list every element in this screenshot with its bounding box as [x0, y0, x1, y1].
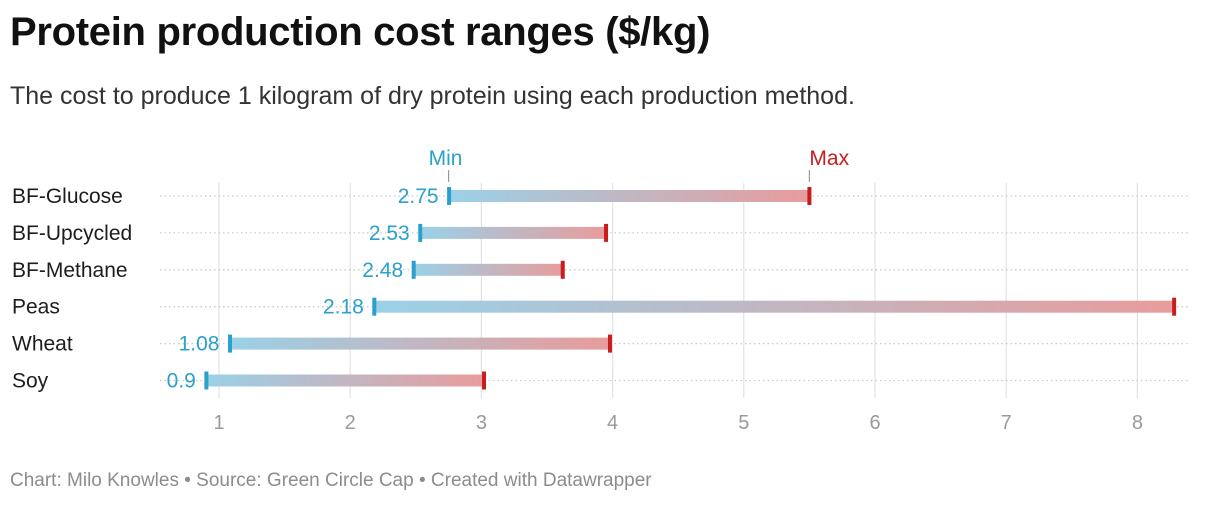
max-marker-soy	[482, 371, 487, 390]
max-marker-bf-upcycled	[604, 223, 609, 242]
min-value-label-wheat: 1.08	[179, 333, 220, 356]
x-tick-label-2: 2	[345, 412, 356, 434]
x-tick-label-8: 8	[1132, 412, 1143, 434]
x-tick-label-4: 4	[607, 412, 618, 434]
category-label-soy: Soy	[12, 370, 49, 393]
range-bar-bf-glucose	[448, 190, 810, 202]
min-marker-soy	[204, 371, 209, 390]
chart-footer: Chart: Milo Knowles • Source: Green Circ…	[10, 470, 652, 491]
range-bar-wheat	[229, 337, 610, 350]
category-label-bf-upcycled: BF-Upcycled	[12, 222, 132, 245]
min-value-label-bf-glucose: 2.75	[398, 185, 439, 208]
category-label-bf-methane: BF-Methane	[12, 259, 128, 282]
range-bar-peas	[373, 300, 1175, 313]
category-label-peas: Peas	[12, 296, 60, 319]
x-tick-label-6: 6	[869, 412, 880, 434]
legend-min-label: Min	[429, 147, 463, 170]
range-chart: BF-Glucose 2.75 BF-Upcycled 2.53 BF-Methane 2…	[12, 147, 1188, 434]
max-marker-wheat	[607, 334, 612, 353]
min-marker-wheat	[227, 334, 232, 353]
chart-subtitle: The cost to produce 1 kilogram of dry pr…	[10, 82, 855, 110]
x-tick-label-5: 5	[738, 412, 749, 434]
range-bar-soy	[205, 374, 485, 387]
max-marker-bf-glucose	[807, 187, 812, 205]
min-marker-peas	[372, 297, 377, 316]
min-marker-bf-glucose	[447, 187, 452, 205]
min-value-label-peas: 2.18	[323, 296, 364, 319]
x-tick-label-1: 1	[213, 412, 224, 434]
x-tick-label-7: 7	[1001, 412, 1012, 434]
min-value-label-bf-methane: 2.48	[362, 259, 403, 282]
min-marker-bf-methane	[411, 260, 416, 279]
min-value-label-soy: 0.9	[167, 370, 196, 393]
category-label-wheat: Wheat	[12, 333, 73, 356]
min-marker-bf-upcycled	[418, 223, 423, 242]
x-tick-label-3: 3	[476, 412, 487, 434]
category-label-bf-glucose: BF-Glucose	[12, 185, 123, 208]
legend-max-label: Max	[809, 147, 849, 170]
range-bar-bf-upcycled	[419, 226, 607, 239]
max-marker-bf-methane	[560, 260, 565, 279]
max-marker-peas	[1172, 297, 1177, 316]
min-value-label-bf-upcycled: 2.53	[369, 222, 410, 245]
chart-title: Protein production cost ranges ($/kg)	[10, 10, 711, 54]
range-bar-bf-methane	[413, 263, 563, 276]
